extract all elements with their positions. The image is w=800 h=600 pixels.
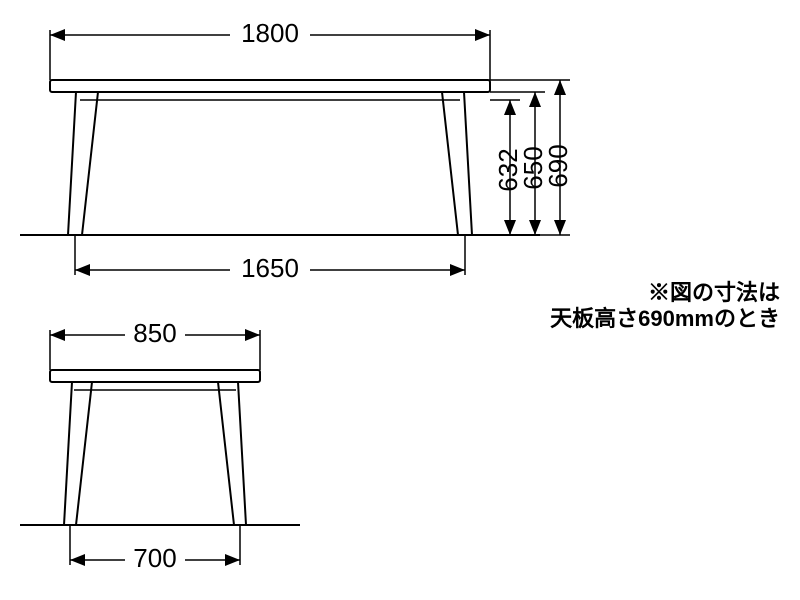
dim-side-legspan-value: 700: [133, 543, 176, 573]
note-line2: 天板高さ690mmのとき: [550, 306, 780, 332]
dim-side-top: 850: [50, 318, 260, 370]
dim-front-legspan: 1650: [75, 235, 465, 284]
drawing-stage: 1800 1650 632 650 690: [0, 0, 800, 600]
dim-heights: 632 650 690: [472, 80, 573, 235]
note-line1: ※図の寸法は: [550, 280, 780, 306]
dimension-note: ※図の寸法は 天板高さ690mmのとき: [550, 280, 780, 333]
front-view: 1800 1650 632 650 690: [20, 18, 573, 284]
dim-h-outer: 690: [543, 144, 573, 187]
dim-side-legspan: 700: [70, 525, 240, 574]
dim-front-top-value: 1800: [241, 18, 299, 48]
side-view: 850 700: [20, 318, 300, 574]
dim-side-top-value: 850: [133, 318, 176, 348]
dim-front-legspan-value: 1650: [241, 253, 299, 283]
dim-front-top: 1800: [50, 18, 490, 80]
